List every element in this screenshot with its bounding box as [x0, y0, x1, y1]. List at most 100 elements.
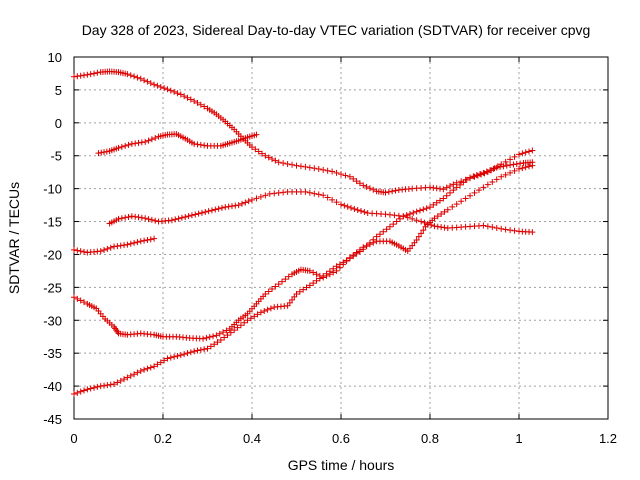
- data-point: [131, 73, 138, 80]
- data-point: [430, 201, 437, 208]
- data-point: [450, 181, 457, 188]
- data-point: [390, 221, 397, 228]
- data-point: [247, 315, 254, 322]
- data-point: [262, 152, 269, 159]
- data-point: [164, 355, 171, 362]
- data-point: [184, 94, 191, 101]
- data-point: [224, 332, 231, 339]
- axis-ticks: 0 0.2 0.4 0.6 0.8 1 1.2 -45 -40 -35 -30 -25 -20 -15 -1…: [43, 50, 617, 446]
- data-point: [178, 214, 185, 221]
- data-point: [507, 156, 514, 163]
- data-point: [71, 294, 77, 301]
- data-point: [257, 309, 264, 316]
- data-point: [336, 261, 343, 268]
- data-point: [385, 188, 392, 195]
- data-point: [324, 194, 331, 201]
- data-point: [297, 163, 304, 170]
- data-point: [333, 263, 340, 270]
- data-point: [341, 202, 348, 209]
- data-point: [114, 379, 121, 386]
- data-point: [380, 228, 387, 235]
- data-point: [484, 223, 491, 230]
- data-point: [211, 341, 218, 348]
- data-point: [382, 189, 389, 196]
- data-point: [175, 215, 182, 222]
- data-point: [413, 217, 420, 224]
- data-point: [493, 224, 500, 231]
- data-point: [409, 215, 416, 222]
- data-point: [433, 199, 440, 206]
- data-point: [262, 192, 269, 199]
- data-point: [164, 86, 171, 93]
- data-point: [326, 268, 333, 275]
- data-point: [74, 247, 81, 254]
- data-point: [122, 142, 129, 149]
- data-point: [489, 179, 496, 186]
- data-point: [350, 175, 357, 182]
- data-point: [522, 149, 529, 156]
- data-point: [467, 174, 474, 181]
- data-point: [441, 208, 448, 215]
- data-point: [223, 327, 230, 334]
- series-track-e: [71, 162, 536, 342]
- data-point: [194, 347, 201, 354]
- data-point: [272, 283, 279, 290]
- data-point: [142, 138, 149, 145]
- data-point: [171, 88, 178, 95]
- data-point: [498, 173, 505, 180]
- data-point: [127, 240, 134, 247]
- series-track-c: [71, 235, 158, 256]
- data-point: [366, 185, 373, 192]
- data-point: [467, 192, 474, 199]
- data-point: [463, 176, 470, 183]
- data-point: [157, 359, 164, 366]
- data-point: [257, 193, 264, 200]
- data-point: [457, 181, 464, 188]
- data-point: [358, 208, 365, 215]
- data-point: [333, 169, 340, 176]
- data-point: [245, 198, 252, 205]
- data-point: [81, 299, 88, 306]
- data-point: [205, 208, 212, 215]
- data-point: [480, 169, 487, 176]
- data-point: [227, 329, 234, 336]
- data-point: [134, 239, 141, 246]
- data-point: [360, 182, 367, 189]
- data-point: [124, 241, 131, 248]
- data-point: [502, 158, 509, 165]
- data-point: [251, 313, 258, 320]
- data-point: [484, 181, 491, 188]
- data-point: [167, 354, 174, 361]
- y-tick-label: -35: [43, 346, 62, 361]
- data-point: [458, 198, 465, 205]
- y-tick-label: -5: [50, 149, 62, 164]
- data-point: [249, 196, 255, 203]
- data-point: [306, 282, 313, 289]
- data-point: [197, 346, 204, 353]
- data-point: [470, 173, 477, 180]
- data-point: [519, 150, 526, 157]
- data-point: [383, 226, 390, 233]
- data-point: [121, 376, 128, 383]
- data-point: [502, 171, 509, 178]
- data-point: [265, 154, 272, 161]
- data-point: [400, 213, 407, 220]
- data-point: [216, 330, 223, 337]
- data-point: [293, 162, 300, 169]
- data-point: [343, 257, 350, 264]
- data-point: [353, 178, 360, 185]
- data-point: [289, 161, 296, 168]
- data-point: [360, 246, 367, 253]
- data-point: [329, 168, 336, 175]
- data-point: [526, 163, 533, 170]
- x-tick-label: 0.4: [243, 431, 261, 446]
- data-point: [500, 163, 507, 170]
- x-tick-label: 0.2: [154, 431, 172, 446]
- data-point: [511, 153, 518, 160]
- data-point: [157, 83, 164, 90]
- data-point: [192, 211, 199, 218]
- data-point: [202, 209, 209, 216]
- y-tick-label: 0: [55, 116, 62, 131]
- data-point: [115, 144, 122, 151]
- data-point: [279, 278, 286, 285]
